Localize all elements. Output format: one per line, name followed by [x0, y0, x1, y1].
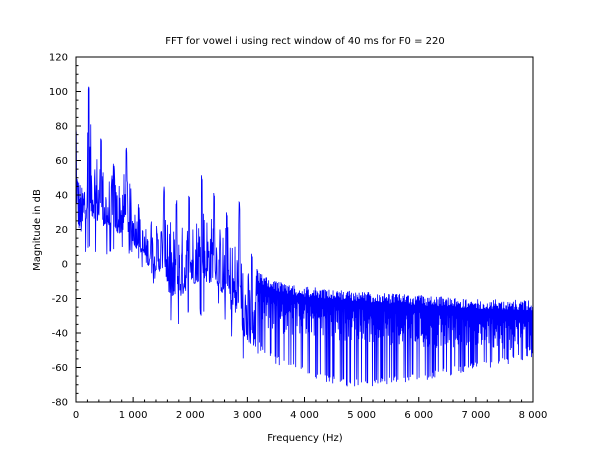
y-tick-label: 120: [49, 53, 68, 64]
y-tick-label: 20: [55, 225, 68, 236]
x-tick-label: 6 000: [404, 410, 433, 421]
x-tick-label: 4 000: [290, 410, 319, 421]
x-tick-label: 0: [73, 410, 79, 421]
y-tick-label: 100: [49, 87, 68, 98]
chart-title: FFT for vowel i using rect window of 40 …: [165, 36, 445, 47]
y-tick-label: -20: [52, 294, 68, 305]
x-tick-label: 7 000: [462, 410, 491, 421]
y-tick-label: 0: [62, 260, 68, 271]
x-tick-label: 1 000: [119, 410, 148, 421]
plot-area: [76, 86, 533, 387]
fft-series-line: [76, 86, 533, 387]
y-tick-label: -80: [52, 398, 68, 409]
axis-ticks: 0 1 000 2 000 3 000 4 000 5 000 6 000 7 000 8 00…: [49, 53, 547, 422]
y-tick-label: 40: [55, 191, 68, 202]
x-tick-label: 3 000: [233, 410, 262, 421]
x-tick-label: 2 000: [176, 410, 205, 421]
y-tick-label: -40: [52, 329, 68, 340]
y-tick-label: -60: [52, 363, 68, 374]
y-tick-label: 60: [55, 156, 68, 167]
x-tick-label: 8 000: [519, 410, 548, 421]
x-tick-label: 5 000: [347, 410, 376, 421]
y-tick-label: 80: [55, 122, 68, 133]
x-axis-label: Frequency (Hz): [267, 433, 343, 444]
y-axis-label: Magnitude in dB: [32, 189, 43, 271]
